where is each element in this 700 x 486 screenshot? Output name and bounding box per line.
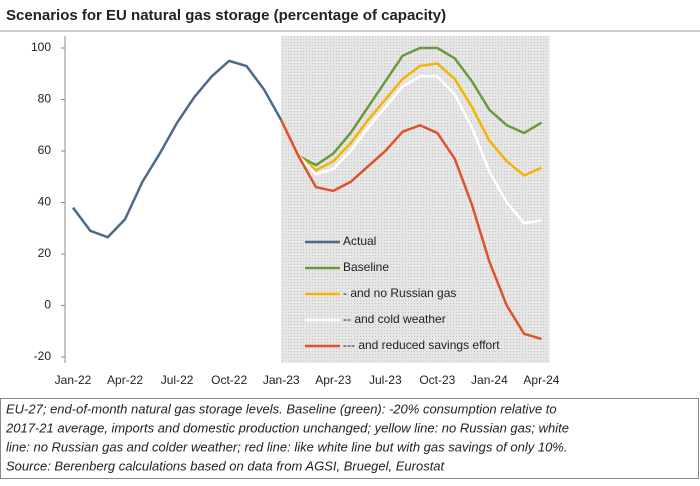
note-box <box>0 398 699 479</box>
note-line: 2017-21 average, imports and domestic pr… <box>5 420 569 435</box>
legend-label: Baseline <box>343 260 389 274</box>
series-line <box>280 46 543 167</box>
y-tick-label: 40 <box>38 195 52 209</box>
y-tick-label: 80 <box>38 92 52 106</box>
legend-label: Actual <box>343 234 376 248</box>
y-tick-label: -20 <box>34 349 52 363</box>
series-line <box>71 59 283 239</box>
y-tick-label: 60 <box>38 143 52 157</box>
x-tick-label: Jul-22 <box>161 373 194 387</box>
x-tick-label: Apr-23 <box>315 373 351 387</box>
legend-label: --- and reduced savings effort <box>343 338 500 352</box>
y-tick-label: 20 <box>38 246 52 260</box>
x-tick-label: Jul-23 <box>369 373 402 387</box>
x-tick-label: Jan-24 <box>471 373 508 387</box>
x-tick-label: Apr-24 <box>523 373 559 387</box>
legend-label: -- and cold weather <box>343 312 446 326</box>
legend-label: - and no Russian gas <box>343 286 456 300</box>
series-line <box>280 62 542 177</box>
x-tick-label: Oct-22 <box>211 373 247 387</box>
x-tick-label: Apr-22 <box>107 373 143 387</box>
note-line: EU-27; end-of-month natural gas storage … <box>6 401 557 416</box>
note-line: line: no Russian gas and colder weather;… <box>6 439 567 454</box>
series-line <box>280 119 542 341</box>
x-tick-label: Oct-23 <box>419 373 455 387</box>
series-line <box>280 75 542 225</box>
x-tick-label: Jan-23 <box>263 373 300 387</box>
chart-title: Scenarios for EU natural gas storage (pe… <box>6 7 446 24</box>
y-tick-label: 0 <box>44 298 51 312</box>
x-tick-label: Jan-22 <box>55 373 92 387</box>
note-line: Source: Berenberg calculations based on … <box>6 458 446 473</box>
y-tick-label: 100 <box>31 40 51 54</box>
